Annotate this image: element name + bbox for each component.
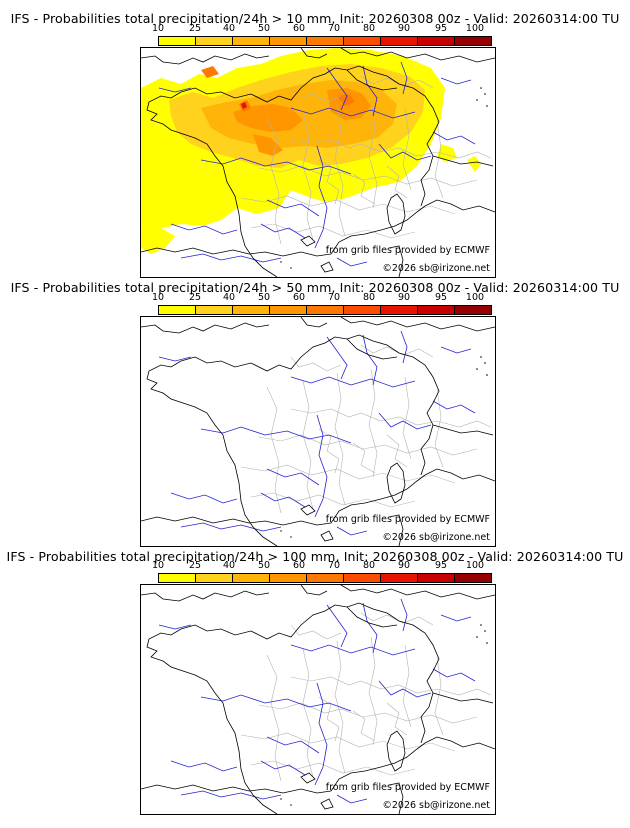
legend-swatch-70-80 [344,37,381,45]
legend-swatch-90-95 [418,306,455,314]
legend-tick: 90 [397,23,411,34]
legend-tick: 80 [362,23,376,34]
legend-swatch-50-60 [270,37,307,45]
legend-tick: 70 [327,560,341,571]
legend-swatch-60-70 [307,574,344,582]
forecast-map: from grib files provided by ECMWF ©2026 … [140,316,496,547]
credit-source: from grib files provided by ECMWF [325,245,490,256]
legend-tick: 50 [257,23,271,34]
forecast-map: from grib files provided by ECMWF ©2026 … [140,584,496,815]
legend-swatch-70-80 [344,574,381,582]
credit-source: from grib files provided by ECMWF [325,782,490,793]
legend-tick: 70 [327,23,341,34]
legend-tick: 10 [151,23,165,34]
legend-tick: 10 [151,292,165,303]
probability-legend [158,36,492,46]
legend-tick: 100 [465,560,485,571]
legend-tick: 95 [434,292,448,303]
probability-legend [158,573,492,583]
legend-swatch-40-50 [233,306,270,314]
legend-tick: 40 [222,560,236,571]
legend-ticks: 10 25 40 50 60 70 80 90 95 100 [152,292,490,303]
legend-tick: 60 [292,23,306,34]
legend-swatch-95-100 [455,574,491,582]
legend-swatch-25-40 [196,306,233,314]
legend-swatch-95-100 [455,37,491,45]
legend-tick: 95 [434,23,448,34]
legend-swatch-25-40 [196,574,233,582]
legend-tick: 40 [222,292,236,303]
legend-swatch-90-95 [418,574,455,582]
legend-tick: 40 [222,23,236,34]
legend-swatch-80-90 [381,306,418,314]
map-canvas [141,317,495,546]
legend-swatch-60-70 [307,37,344,45]
legend-swatch-25-40 [196,37,233,45]
legend-swatch-60-70 [307,306,344,314]
credit-source: from grib files provided by ECMWF [325,514,490,525]
legend-tick: 10 [151,560,165,571]
credit-copyright: ©2026 sb@irizone.net [382,800,490,811]
legend-tick: 50 [257,292,271,303]
map-canvas [141,48,495,277]
panel-title: IFS - Probabilities total precipitation/… [10,280,620,295]
legend-tick: 100 [465,292,485,303]
legend-swatch-10-25 [159,306,196,314]
legend-swatch-40-50 [233,37,270,45]
legend-swatch-90-95 [418,37,455,45]
legend-swatch-70-80 [344,306,381,314]
legend-tick: 70 [327,292,341,303]
legend-tick: 50 [257,560,271,571]
legend-swatch-40-50 [233,574,270,582]
legend-swatch-50-60 [270,574,307,582]
legend-swatch-95-100 [455,306,491,314]
legend-swatch-80-90 [381,574,418,582]
map-canvas [141,585,495,814]
panel-title: IFS - Probabilities total precipitation/… [10,11,620,26]
legend-tick: 100 [465,23,485,34]
probability-field [141,48,481,254]
legend-tick: 25 [188,292,202,303]
legend-tick: 25 [188,23,202,34]
credit-copyright: ©2026 sb@irizone.net [382,532,490,543]
legend-tick: 90 [397,292,411,303]
legend-swatch-10-25 [159,37,196,45]
legend-tick: 90 [397,560,411,571]
legend-tick: 95 [434,560,448,571]
legend-tick: 80 [362,560,376,571]
legend-tick: 60 [292,292,306,303]
panel-title: IFS - Probabilities total precipitation/… [6,549,624,564]
legend-ticks: 10 25 40 50 60 70 80 90 95 100 [152,23,490,34]
legend-tick: 25 [188,560,202,571]
legend-swatch-10-25 [159,574,196,582]
credit-copyright: ©2026 sb@irizone.net [382,263,490,274]
legend-tick: 60 [292,560,306,571]
forecast-map: from grib files provided by ECMWF ©2026 … [140,47,496,278]
legend-ticks: 10 25 40 50 60 70 80 90 95 100 [152,560,490,571]
probability-legend [158,305,492,315]
legend-swatch-50-60 [270,306,307,314]
legend-tick: 80 [362,292,376,303]
legend-swatch-80-90 [381,37,418,45]
